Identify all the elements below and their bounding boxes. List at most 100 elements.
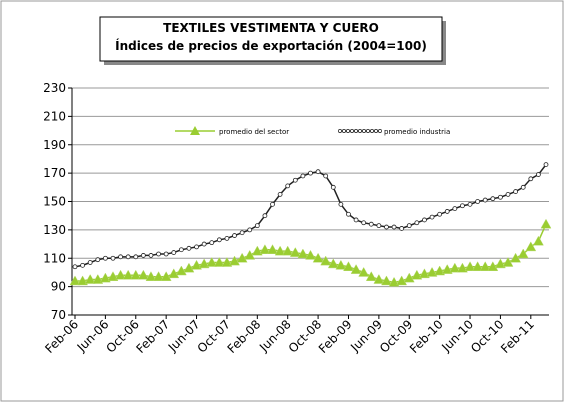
legend-marker [350, 129, 354, 133]
point [388, 276, 400, 287]
point [153, 271, 164, 281]
point [92, 274, 104, 284]
point [517, 248, 529, 259]
point [145, 271, 157, 281]
point [452, 206, 458, 211]
y-tick-label: 90 [51, 280, 66, 294]
y-tick-label: 110 [43, 251, 66, 265]
point [487, 261, 499, 272]
point [102, 255, 108, 261]
point [498, 194, 503, 200]
point [239, 230, 245, 236]
point [305, 249, 316, 260]
y-tick-label: 170 [43, 166, 66, 180]
point [262, 213, 268, 219]
point [457, 262, 468, 273]
point [209, 240, 215, 246]
point [422, 217, 427, 223]
point [72, 264, 78, 270]
point [232, 233, 237, 238]
y-tick-label: 70 [51, 308, 66, 322]
point [292, 177, 298, 183]
point [353, 217, 359, 223]
point [163, 251, 169, 257]
point [194, 244, 199, 250]
point [282, 245, 294, 256]
point [513, 189, 519, 194]
point [399, 226, 405, 231]
point [140, 253, 146, 258]
point [429, 214, 435, 220]
point [350, 264, 362, 274]
point [343, 261, 354, 272]
point [505, 192, 511, 197]
point [414, 220, 420, 226]
point [115, 269, 127, 280]
point [107, 271, 119, 281]
point [373, 274, 385, 284]
point [87, 260, 93, 265]
point [520, 184, 526, 190]
point [406, 223, 412, 229]
y-tick-label: 130 [43, 223, 66, 237]
legend-marker [370, 129, 374, 133]
point [460, 203, 465, 209]
point [186, 245, 192, 251]
y-tick-label: 230 [43, 81, 66, 95]
point [464, 261, 476, 272]
point [270, 201, 275, 207]
point [175, 265, 187, 276]
point [361, 220, 367, 226]
point [201, 241, 207, 247]
point [259, 244, 271, 254]
point [365, 271, 377, 281]
point [99, 272, 111, 283]
point [206, 256, 218, 267]
point [449, 262, 461, 273]
point [156, 251, 161, 257]
point [122, 269, 134, 280]
point [160, 271, 172, 281]
point [532, 235, 544, 246]
point [77, 275, 89, 286]
point [267, 244, 278, 254]
point [528, 176, 534, 182]
point [137, 269, 149, 280]
point [315, 169, 321, 175]
point [216, 237, 222, 243]
point [247, 227, 253, 233]
legend-marker [190, 126, 200, 135]
point [543, 162, 549, 168]
point [327, 258, 339, 269]
point [148, 253, 154, 258]
point [198, 258, 210, 269]
point [320, 255, 332, 266]
point [191, 259, 202, 270]
point [274, 245, 286, 256]
point [437, 211, 443, 217]
point [384, 224, 389, 230]
legend-marker [354, 129, 358, 133]
chart-title: TEXTILES VESTIMENTA Y CUERO [163, 21, 379, 35]
point [411, 269, 423, 280]
chart-subtitle: Índices de precios de exportación (2004=… [115, 38, 427, 53]
legend-marker [342, 129, 346, 133]
point [110, 255, 116, 261]
legend-marker [362, 129, 366, 133]
point [479, 261, 491, 272]
legend-label: promedio del sector [219, 128, 289, 136]
point [472, 261, 484, 272]
point [95, 257, 101, 263]
y-tick-label: 210 [43, 109, 66, 123]
point [224, 235, 230, 241]
y-tick-label: 190 [43, 138, 66, 152]
point [285, 183, 291, 189]
point [467, 201, 473, 207]
point [403, 272, 415, 283]
point [80, 262, 85, 268]
point [330, 184, 336, 190]
point [84, 274, 96, 284]
point [125, 254, 131, 260]
point [171, 250, 177, 255]
